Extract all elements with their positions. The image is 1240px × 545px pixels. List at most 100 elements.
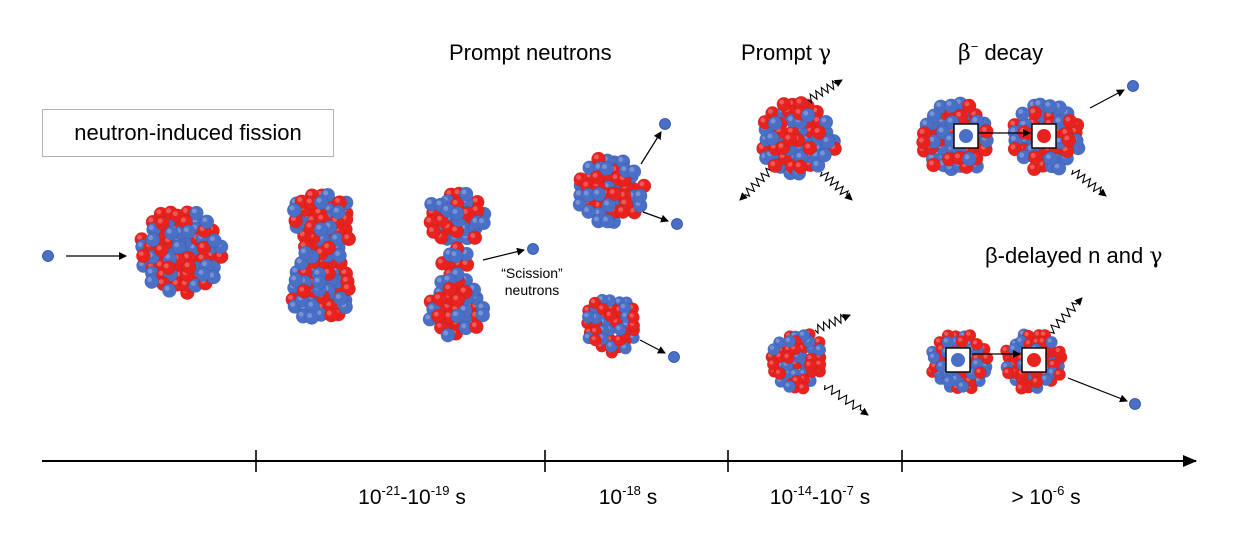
nucleon-highlight [615,298,620,303]
nucleon-highlight [202,217,208,223]
proton [782,351,795,365]
nucleon-highlight [478,303,484,309]
beta-delayed-neutron [1129,398,1141,410]
nucleon-highlight [181,217,186,223]
nucleon-highlight [800,370,805,375]
proton [1062,114,1078,129]
deformed-nucleus [285,187,357,325]
beta-delayed-label: β-delayed n and γ [985,243,1163,269]
proton [767,158,783,173]
nucleon-highlight [158,270,164,276]
nucleon-highlight [615,336,620,341]
nucleon-highlight [452,244,458,249]
neutron [581,310,595,324]
nucleon-highlight [1048,369,1053,374]
prompt-neutron-1 [659,118,671,130]
nucleon-highlight [799,331,805,336]
tick-label-2: 10-18 s [598,483,658,509]
nucleon-highlight [947,117,953,123]
proton [1015,382,1028,395]
neutron [767,343,781,356]
proton [973,366,987,380]
nucleon-highlight [629,207,635,213]
nucleon-highlight [938,127,944,133]
proton [796,381,810,395]
neutron [783,335,797,348]
nucleon-highlight [436,215,442,221]
prompt-neutron-arrow-2 [642,211,669,223]
nucleon-highlight [1010,127,1016,133]
nucleon-highlight [966,331,971,336]
nucleon-highlight [148,217,154,223]
nucleon-highlight [1018,109,1023,115]
nucleon-highlight [291,216,296,222]
beta-upper-after-nucleon [1037,129,1051,143]
nucleon-highlight [437,258,443,264]
proton [196,240,212,256]
nucleon-highlight [595,163,601,169]
nucleon-highlight [635,191,641,197]
tick-label-1: 10-21-10-19 s [358,483,466,509]
nucleon-highlight [795,162,801,168]
proton [1028,150,1043,165]
nucleon-highlight [813,160,819,166]
nucleon-highlight [315,208,321,214]
neutron [591,187,607,202]
proton [793,159,808,175]
nucleon-highlight [445,284,451,290]
beta-delayed-text: β-delayed n and [985,243,1144,268]
nucleon-highlight [918,137,924,143]
nucleon-highlight [929,136,935,142]
nuclei-group [134,95,1086,395]
nucleon-highlight [973,360,978,365]
nucleon-highlight [446,190,452,196]
neutron [1043,151,1058,167]
nucleon-highlight [770,161,776,167]
beta-delayed-gamma-symbol: γ [1149,244,1163,269]
nucleon-highlight [454,189,460,195]
neutron [476,215,491,231]
prompt-neutron-3 [668,351,680,363]
nucleon-highlight [445,312,451,318]
nucleon-highlight [593,216,599,222]
neutron [333,291,348,306]
nucleon-highlight [576,174,582,180]
beta-lower-after-box [1021,347,1047,373]
nucleon-highlight [148,235,154,241]
compound-nucleus [134,205,229,301]
nucleon-highlight [1010,144,1016,150]
nucleon-highlight [1010,345,1015,350]
nucleon-highlight [198,269,204,275]
proton [467,230,483,245]
nucleon-highlight [775,369,781,374]
proton [589,170,605,185]
prompt-neutron-arrow-3 [639,339,666,354]
proton [970,337,984,351]
gamma-symbol: γ [818,41,832,66]
nucleon-highlight [1042,375,1047,380]
nucleon-highlight [938,362,943,367]
nucleon-highlight [784,353,789,358]
nucleon-highlight [944,154,950,160]
neutron [818,114,834,130]
nucleon-highlight [983,354,988,359]
nucleon-highlight [1062,129,1068,135]
neutron [942,375,955,389]
neutron [626,164,642,179]
neutron [286,202,302,218]
proton [1027,105,1043,121]
nucleon-highlight [317,248,323,254]
nucleon-highlight [585,163,590,169]
proton [1030,375,1044,389]
nucleon-highlight [620,304,626,309]
nucleon-highlight [778,143,784,149]
nucleon-highlight [935,338,941,343]
nucleon-highlight [451,251,457,257]
proton [426,224,441,239]
neutron [450,308,465,324]
nucleon-highlight [1010,135,1016,141]
beta-minus-sup: − [970,39,979,54]
nucleon-highlight [981,126,987,132]
nucleon-highlight [436,200,442,206]
